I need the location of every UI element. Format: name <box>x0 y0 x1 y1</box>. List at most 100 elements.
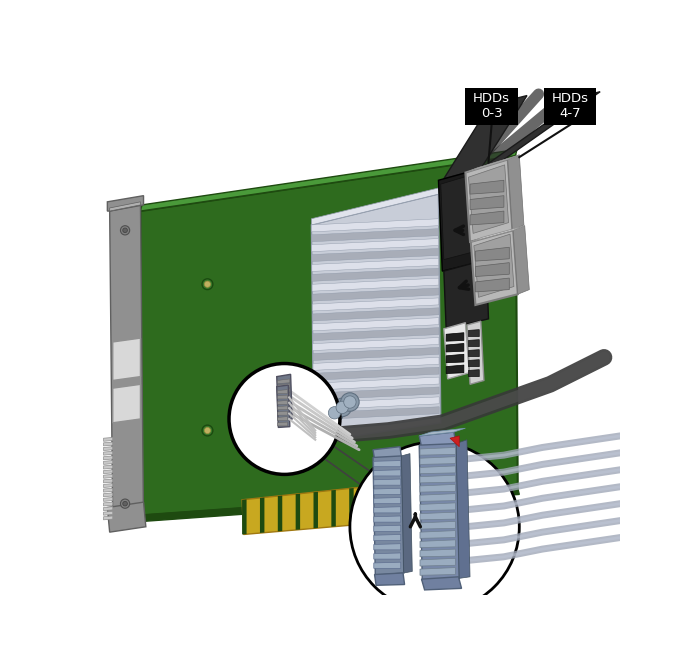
Polygon shape <box>278 401 287 404</box>
Polygon shape <box>444 96 527 179</box>
Circle shape <box>205 428 211 434</box>
Polygon shape <box>312 298 439 311</box>
Polygon shape <box>421 480 425 519</box>
Polygon shape <box>278 422 287 426</box>
Polygon shape <box>113 338 140 381</box>
Polygon shape <box>470 196 504 210</box>
Polygon shape <box>312 194 441 442</box>
Polygon shape <box>419 428 466 436</box>
Polygon shape <box>475 263 509 277</box>
Circle shape <box>202 425 213 436</box>
Polygon shape <box>374 460 401 467</box>
Polygon shape <box>474 234 514 297</box>
Polygon shape <box>312 278 439 291</box>
Polygon shape <box>312 308 439 321</box>
Polygon shape <box>104 488 113 492</box>
Polygon shape <box>403 482 407 520</box>
Polygon shape <box>278 496 282 531</box>
Polygon shape <box>278 411 290 416</box>
Polygon shape <box>278 406 287 409</box>
Circle shape <box>205 281 211 287</box>
Polygon shape <box>278 388 290 393</box>
Text: HDDs
0-3: HDDs 0-3 <box>473 92 510 120</box>
Polygon shape <box>142 488 520 521</box>
Polygon shape <box>420 521 455 529</box>
Polygon shape <box>422 576 462 590</box>
Polygon shape <box>374 498 401 504</box>
Circle shape <box>333 398 352 417</box>
Polygon shape <box>278 389 287 393</box>
Polygon shape <box>444 260 489 329</box>
Polygon shape <box>107 196 144 211</box>
Polygon shape <box>312 259 439 271</box>
Polygon shape <box>374 479 401 485</box>
Polygon shape <box>113 384 140 423</box>
Polygon shape <box>313 337 439 351</box>
Polygon shape <box>314 397 439 410</box>
Polygon shape <box>374 525 401 531</box>
Polygon shape <box>467 321 484 384</box>
Polygon shape <box>471 230 518 305</box>
Polygon shape <box>375 573 404 585</box>
Polygon shape <box>446 365 464 373</box>
Polygon shape <box>468 359 480 367</box>
Polygon shape <box>278 407 290 411</box>
Polygon shape <box>420 448 455 455</box>
Polygon shape <box>104 507 113 510</box>
Bar <box>544 88 596 125</box>
Polygon shape <box>468 369 480 377</box>
Polygon shape <box>374 534 401 540</box>
Polygon shape <box>313 377 439 390</box>
Polygon shape <box>313 387 439 400</box>
Polygon shape <box>468 339 480 347</box>
Polygon shape <box>470 211 504 225</box>
Polygon shape <box>312 238 439 252</box>
Polygon shape <box>313 367 439 380</box>
Polygon shape <box>374 507 401 513</box>
Polygon shape <box>278 417 287 420</box>
Polygon shape <box>420 457 455 464</box>
Polygon shape <box>104 502 113 506</box>
Polygon shape <box>420 484 455 492</box>
Polygon shape <box>314 492 318 528</box>
Polygon shape <box>312 327 439 341</box>
Circle shape <box>123 228 127 232</box>
Polygon shape <box>140 150 517 211</box>
Polygon shape <box>468 349 480 357</box>
Circle shape <box>325 403 343 422</box>
Circle shape <box>341 393 359 411</box>
Polygon shape <box>332 490 336 527</box>
Polygon shape <box>277 374 292 420</box>
Polygon shape <box>278 397 290 402</box>
Polygon shape <box>481 165 496 261</box>
Polygon shape <box>296 494 300 530</box>
Polygon shape <box>374 544 401 550</box>
Circle shape <box>229 363 340 474</box>
Polygon shape <box>446 343 464 352</box>
Polygon shape <box>278 393 290 397</box>
Polygon shape <box>374 516 401 522</box>
Circle shape <box>123 502 127 506</box>
Polygon shape <box>420 512 455 520</box>
Polygon shape <box>420 475 455 483</box>
Polygon shape <box>104 516 113 520</box>
Polygon shape <box>466 155 520 172</box>
Polygon shape <box>439 169 484 271</box>
Polygon shape <box>419 444 460 580</box>
Polygon shape <box>441 172 482 260</box>
Polygon shape <box>450 436 460 447</box>
Polygon shape <box>475 247 509 261</box>
Polygon shape <box>260 498 265 533</box>
Polygon shape <box>242 479 440 534</box>
Polygon shape <box>471 226 524 242</box>
Polygon shape <box>420 494 455 502</box>
Polygon shape <box>278 383 290 388</box>
Polygon shape <box>420 540 455 548</box>
Text: HDDs
4-7: HDDs 4-7 <box>551 92 589 120</box>
Polygon shape <box>374 562 401 568</box>
Polygon shape <box>312 188 439 225</box>
Polygon shape <box>444 323 469 379</box>
Polygon shape <box>420 530 455 538</box>
Polygon shape <box>420 549 455 557</box>
Polygon shape <box>104 484 113 488</box>
